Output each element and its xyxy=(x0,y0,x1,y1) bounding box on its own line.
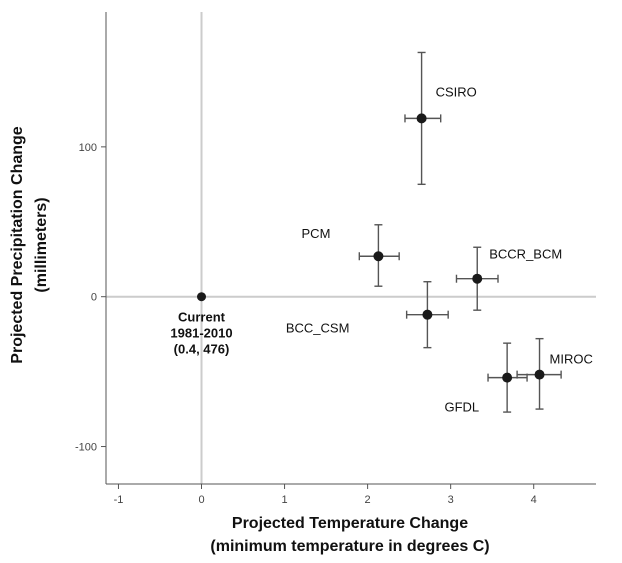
point-gfdl xyxy=(487,342,528,413)
point-bccr-bcm xyxy=(455,246,499,311)
point-labels: CSIRO PCM BCCR_BCM BCC_CSM GFDL MIROC xyxy=(286,84,593,414)
point-marker xyxy=(422,309,433,320)
point-label-bccr-bcm: BCCR_BCM xyxy=(489,247,562,262)
x-tick-label: 2 xyxy=(365,494,371,506)
x-axis-title-line-2: (minimum temperature in degrees C) xyxy=(210,538,489,555)
x-tick-label: 0 xyxy=(198,494,204,506)
point-label-bcc-csm: BCC_CSM xyxy=(286,321,350,336)
point-marker xyxy=(472,273,483,284)
y-axis-title-line-1: Projected Precipitation Change xyxy=(9,126,26,363)
current-label-line: Current xyxy=(178,310,226,325)
ticks: -1 0 1 2 3 4 -100 0 100 xyxy=(75,142,537,506)
x-tick-label: 4 xyxy=(531,494,537,506)
point-label-miroc: MIROC xyxy=(550,352,593,367)
x-tick-label: -1 xyxy=(114,494,124,506)
point-pcm xyxy=(358,224,400,287)
y-tick-label: -100 xyxy=(75,442,97,454)
point-marker xyxy=(502,372,513,383)
y-axis-title-line-2: (millimeters) xyxy=(33,197,50,292)
current-label-line: 1981-2010 xyxy=(170,326,232,341)
point-bcc-csm xyxy=(405,281,449,349)
x-tick-label: 3 xyxy=(448,494,454,506)
point-marker xyxy=(534,369,545,380)
point-marker xyxy=(416,113,427,124)
point-csiro xyxy=(404,51,442,186)
current-label-line: (0.4, 476) xyxy=(174,342,230,357)
point-label-pcm: PCM xyxy=(302,226,331,241)
y-tick-label: 100 xyxy=(79,142,97,154)
point-label-csiro: CSIRO xyxy=(436,84,477,99)
x-axis-title-line-1: Projected Temperature Change xyxy=(232,515,468,532)
y-tick-label: 0 xyxy=(91,292,97,304)
x-tick-label: 1 xyxy=(281,494,287,506)
point-label-gfdl: GFDL xyxy=(444,400,479,415)
reference-lines xyxy=(106,12,596,484)
point-miroc xyxy=(516,337,562,410)
data-points xyxy=(358,51,562,413)
current-point-marker xyxy=(197,292,207,302)
axes xyxy=(105,12,596,485)
point-marker xyxy=(373,251,384,262)
